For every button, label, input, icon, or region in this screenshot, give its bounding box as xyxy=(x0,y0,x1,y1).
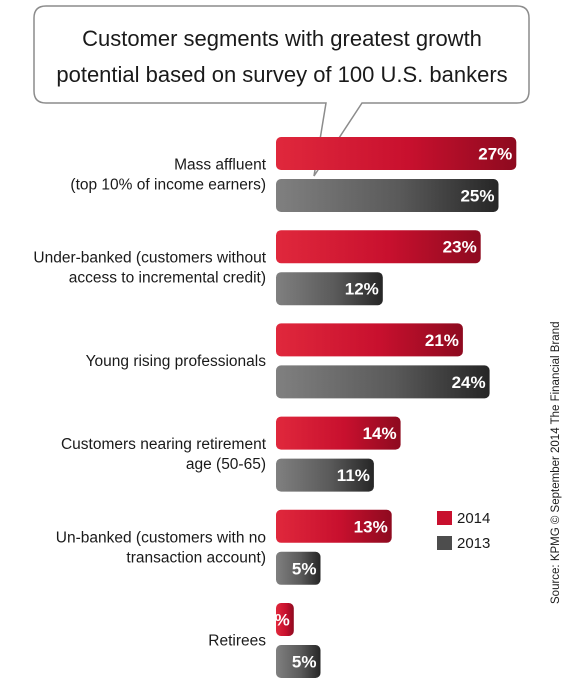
category-label-0-line-0: Mass affluent xyxy=(174,157,267,174)
bar-value-2014-3: 14% xyxy=(363,424,397,443)
bar-value-2013-2: 24% xyxy=(452,373,486,392)
bar-value-2013-4: 5% xyxy=(292,559,317,578)
bar-2014-0 xyxy=(276,137,517,170)
legend-label-2013: 2013 xyxy=(457,535,490,552)
bars-group xyxy=(276,137,517,678)
bar-2013-2 xyxy=(276,365,490,399)
bar-2013-4 xyxy=(276,551,321,585)
category-label-1-line-1: access to incremental credit) xyxy=(69,270,266,287)
chart-title-line-1: Customer segments with greatest growth xyxy=(82,26,482,51)
bar-2014-3 xyxy=(276,416,401,450)
bar-value-2013-0: 25% xyxy=(460,187,494,206)
source-credit: Source: KPMG © September 2014 The Financ… xyxy=(550,322,562,605)
category-label-3-line-0: Customers nearing retirement xyxy=(61,436,267,453)
legend-swatch-2013 xyxy=(437,536,452,550)
category-label-2-line-0: Young rising professionals xyxy=(86,353,267,370)
bar-2013-1 xyxy=(276,272,383,306)
bar-value-2014-4: 13% xyxy=(354,517,388,536)
bar-values-group: 27% 25% 23% 12% 21% 24% 14% 11% 13% 5% 2% 5% xyxy=(265,145,512,672)
category-labels-group: Mass affluent (top 10% of income earners)… xyxy=(33,157,266,650)
bar-value-2014-0: 27% xyxy=(478,145,512,164)
chart-title-line-2: potential based on survey of 100 U.S. ba… xyxy=(56,62,507,87)
bar-2014-1 xyxy=(276,230,481,264)
bar-2014-4 xyxy=(276,509,392,543)
category-label-3-line-1: age (50-65) xyxy=(186,456,266,473)
category-label-1-line-0: Under-banked (customers without xyxy=(33,250,266,267)
category-label-4-line-0: Un-banked (customers with no xyxy=(56,529,266,546)
legend-label-2014: 2014 xyxy=(457,510,490,527)
bar-2014-2 xyxy=(276,323,463,357)
category-label-5-line-0: Retirees xyxy=(208,633,266,650)
category-label-0-line-1: (top 10% of income earners) xyxy=(70,177,266,194)
bar-value-2013-3: 11% xyxy=(337,466,370,485)
bar-2013-5 xyxy=(276,645,321,678)
bar-value-2014-2: 21% xyxy=(425,331,459,350)
bar-2013-3 xyxy=(276,458,374,492)
bar-value-2014-5: 2% xyxy=(265,611,290,630)
bar-2013-0 xyxy=(276,179,499,212)
category-label-4-line-1: transaction account) xyxy=(126,549,266,566)
title-callout: Customer segments with greatest growth p… xyxy=(33,5,530,177)
bar-value-2013-1: 12% xyxy=(345,280,379,299)
legend: 2014 2013 xyxy=(437,510,490,552)
legend-swatch-2014 xyxy=(437,511,452,525)
bar-value-2013-5: 5% xyxy=(292,653,317,672)
bar-value-2014-1: 23% xyxy=(443,238,477,257)
bar-2014-5 xyxy=(276,603,294,636)
